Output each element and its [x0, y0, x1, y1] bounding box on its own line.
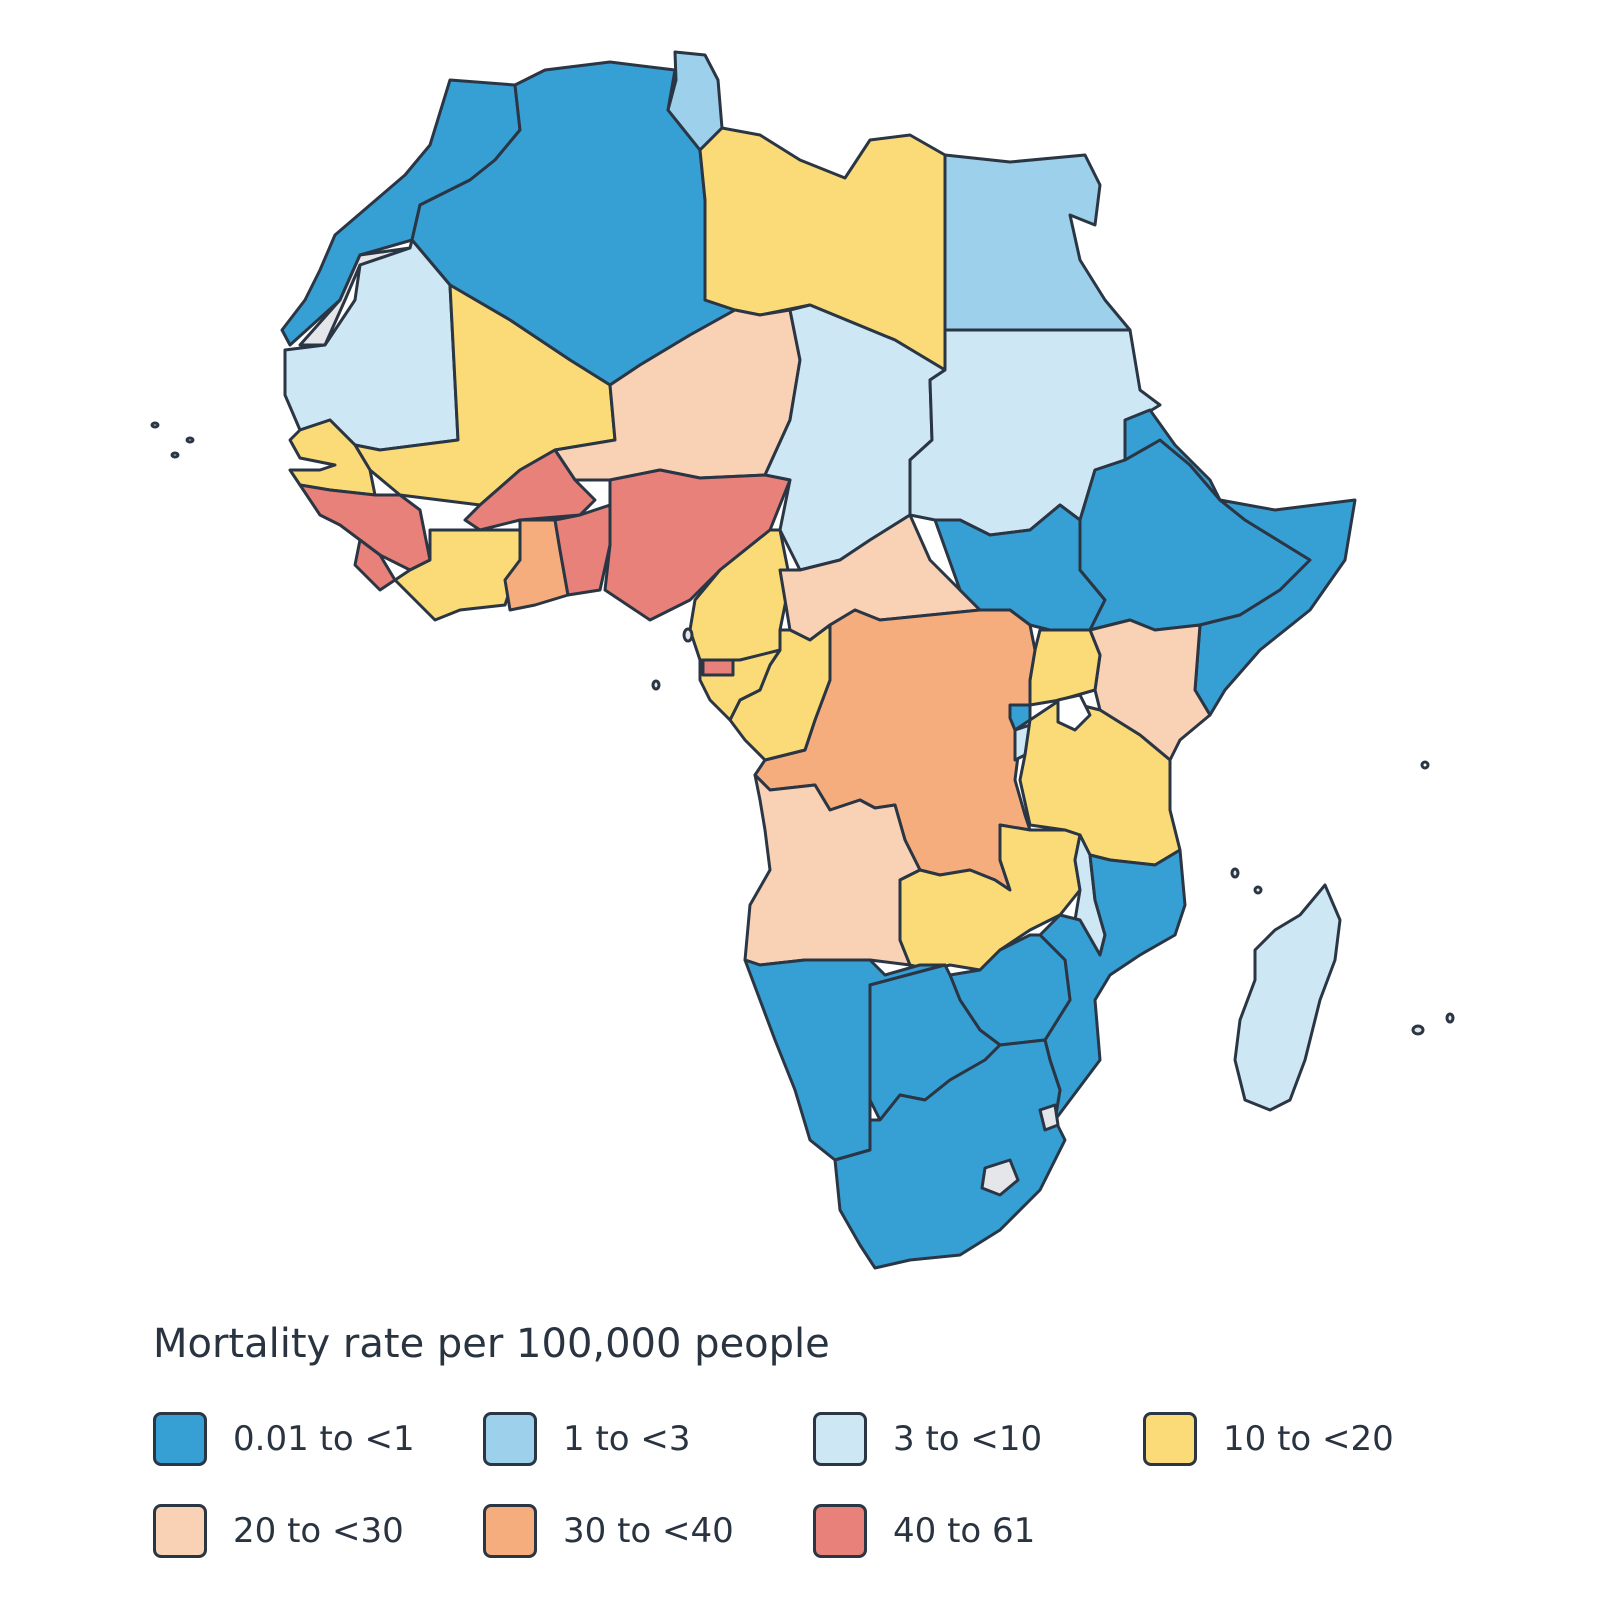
region-eswatini: [1038, 1103, 1060, 1132]
africa-choropleth-map: [150, 50, 1455, 1270]
legend-label-1: 1 to <3: [563, 1419, 691, 1459]
legend-swatch-1: [483, 1412, 537, 1466]
legend-label-3: 10 to <20: [1223, 1419, 1394, 1459]
island-cape-verde-1: [150, 421, 160, 429]
legend-label-5: 30 to <40: [563, 1511, 734, 1551]
legend-swatch-0: [153, 1412, 207, 1466]
legend-item-4: 20 to <30: [153, 1502, 404, 1560]
legend-item-1: 1 to <3: [483, 1410, 691, 1468]
island-bioko: [682, 627, 694, 643]
island-cape-verde-3: [170, 451, 180, 459]
region-rwanda-burundi: [1008, 703, 1032, 732]
region-south-africa: [833, 1038, 1067, 1270]
legend-label-6: 40 to 61: [893, 1511, 1036, 1551]
legend-swatch-5: [483, 1504, 537, 1558]
region-equatorial-guinea: [701, 658, 735, 677]
region-ivory-coast: [393, 528, 522, 622]
region-madagascar: [1233, 883, 1342, 1112]
legend: 0.01 to <1 1 to <3 3 to <10 10 to <20 20…: [153, 1410, 1533, 1570]
region-nigeria: [603, 468, 792, 622]
island-mauritius: [1411, 1024, 1425, 1036]
island-seychelles: [1420, 760, 1430, 770]
island-comoros-1: [1230, 867, 1240, 879]
legend-item-6: 40 to 61: [813, 1502, 1035, 1560]
region-burkina: [463, 448, 597, 532]
region-uganda: [1028, 628, 1102, 707]
legend-item-5: 30 to <40: [483, 1502, 734, 1560]
legend-item-0: 0.01 to <1: [153, 1410, 415, 1468]
legend-label-0: 0.01 to <1: [233, 1419, 415, 1459]
legend-swatch-4: [153, 1504, 207, 1558]
lake-victoria: [1056, 693, 1092, 732]
legend-label-4: 20 to <30: [233, 1511, 404, 1551]
legend-label-2: 3 to <10: [893, 1419, 1043, 1459]
legend-item-2: 3 to <10: [813, 1410, 1042, 1468]
island-cape-verde-2: [185, 436, 195, 444]
region-togo-benin: [553, 503, 612, 597]
region-egypt: [943, 153, 1132, 332]
legend-swatch-2: [813, 1412, 867, 1466]
region-liberia: [353, 538, 397, 592]
island-sao-tome: [651, 679, 661, 691]
region-lesotho: [980, 1158, 1020, 1197]
legend-swatch-6: [813, 1504, 867, 1558]
region-zambia: [898, 823, 1082, 972]
island-comoros-2: [1253, 885, 1263, 895]
legend-title: Mortality rate per 100,000 people: [153, 1321, 830, 1367]
legend-swatch-3: [1143, 1412, 1197, 1466]
island-reunion: [1445, 1012, 1455, 1024]
legend-item-3: 10 to <20: [1143, 1410, 1394, 1468]
